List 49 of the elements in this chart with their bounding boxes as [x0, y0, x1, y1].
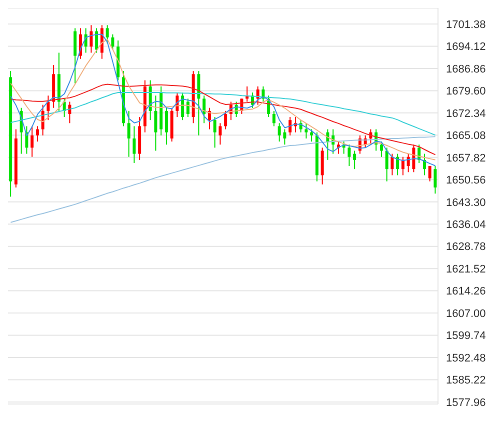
y-tick-label: 1679.60 [446, 86, 486, 98]
candlestick [390, 153, 394, 176]
candlestick [36, 126, 39, 142]
candlestick [310, 128, 314, 142]
y-tick-label: 1686.86 [446, 63, 486, 76]
y-tick-label: 1621.52 [446, 263, 486, 276]
y-tick-label: 1577.96 [446, 396, 486, 409]
y-tick-label: 1694.12 [446, 41, 486, 54]
candlestick [224, 110, 228, 130]
y-tick-label: 1636.04 [446, 219, 486, 232]
y-tick-label: 1701.38 [446, 18, 486, 31]
y-tick-label: 1614.26 [446, 286, 486, 298]
candlestick [278, 122, 281, 142]
candlestick [181, 92, 184, 121]
y-tick-label: 1665.08 [446, 130, 486, 142]
candlestick [154, 95, 158, 152]
candlestick [348, 144, 351, 167]
candlestick [164, 107, 168, 146]
candlestick [111, 34, 114, 50]
candlestick [186, 98, 190, 118]
y-tick-label: 1599.74 [446, 330, 486, 342]
candlestick [288, 116, 292, 136]
candlestick [46, 95, 50, 121]
y-tick-label: 1643.30 [446, 196, 486, 209]
candlestick [434, 166, 437, 194]
y-tick-label: 1672.34 [446, 108, 486, 120]
candlestick [283, 128, 286, 146]
y-tick-label: 1650.56 [446, 174, 486, 187]
y-tick-label: 1657.82 [446, 152, 486, 164]
candlestick [353, 150, 356, 170]
y-tick-label: 1607.00 [446, 308, 486, 320]
candlestick [202, 95, 206, 124]
candlestick [132, 126, 136, 164]
candlestick [272, 110, 276, 127]
candlestick [30, 126, 34, 158]
candlestick [127, 110, 130, 158]
candlestick [412, 144, 416, 173]
y-tick-label: 1592.48 [446, 352, 486, 364]
candlestick [385, 147, 388, 182]
candlestick [106, 24, 109, 44]
y-tick-label: 1585.22 [446, 374, 486, 387]
y-tick-label: 1628.78 [446, 241, 486, 254]
candlestick [304, 122, 308, 139]
candlestick [428, 166, 432, 182]
candlestick [95, 28, 98, 54]
candlestick [90, 24, 93, 54]
candlestick [380, 141, 383, 158]
candlestick [218, 122, 222, 146]
candlestick [213, 116, 216, 148]
